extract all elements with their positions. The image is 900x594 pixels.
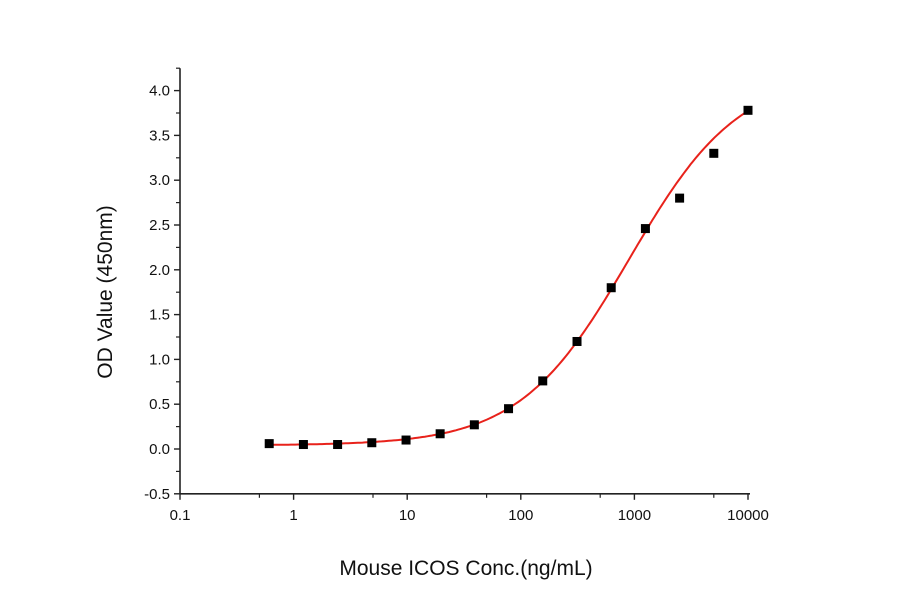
y-tick-label: 2.5 [149,217,170,234]
data-point [709,148,719,158]
data-point [333,440,343,450]
data-point [606,283,616,293]
x-tick-label: 1 [289,507,297,524]
y-tick-label: -0.5 [144,486,170,503]
data-point [367,438,377,448]
axes: 0.1 1 10 100 1000 10000 -0.5 0.0 0.5 1.0 1.5 2.0 2.5… [144,67,769,524]
y-tick-label: 1.0 [149,351,170,368]
data-point [640,224,650,234]
data-point [743,105,753,115]
y-tick-label: 0.0 [149,441,170,458]
x-tick-label: 0.1 [170,507,191,524]
y-tick-label: 2.0 [149,262,170,279]
data-point [469,420,479,430]
data-point [401,435,411,445]
data-point [504,404,514,414]
data-points [264,105,753,450]
data-point [298,440,308,450]
fit-curve [269,110,749,446]
y-tick-label: 4.0 [149,83,170,100]
y-tick-label: 3.0 [149,172,170,189]
y-tick-label: 1.5 [149,307,170,324]
y-axis-title: OD Value (450nm) [94,205,117,379]
data-point [572,336,582,346]
data-point [675,193,685,203]
x-tick-label: 1000 [618,507,651,524]
x-tick-label: 10 [399,507,416,524]
x-axis-title: Mouse ICOS Conc.(ng/mL) [339,557,592,580]
data-point [435,429,445,439]
x-tick-label: 10000 [727,507,769,524]
y-tick-label: 3.5 [149,127,170,144]
y-tick-label: 0.5 [149,396,170,413]
data-point [538,376,548,386]
x-tick-label: 100 [508,507,533,524]
data-point [264,439,274,449]
